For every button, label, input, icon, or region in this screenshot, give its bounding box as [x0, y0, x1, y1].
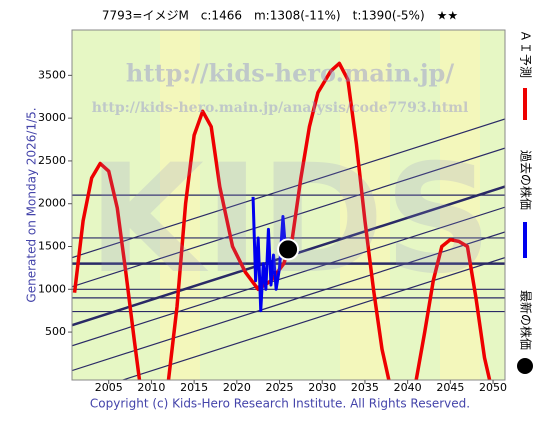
y-tick-label: 2500 — [38, 154, 66, 167]
trend-line — [72, 147, 505, 288]
x-tick-label: 2020 — [223, 381, 251, 394]
legend-label: ＡＩ予測 — [519, 30, 533, 78]
legend-swatch — [517, 358, 533, 374]
y-tick-label: 1500 — [38, 240, 66, 253]
x-tick-label: 2040 — [394, 381, 422, 394]
x-tick-label: 2005 — [95, 381, 123, 394]
y-tick-label: 500 — [45, 325, 66, 338]
legend-label: 最新の株価 — [519, 290, 534, 350]
generated-note: Generated on Monday 2026/1/5. — [25, 107, 39, 302]
y-tick-label: 2000 — [38, 197, 66, 210]
x-tick-label: 2030 — [308, 381, 336, 394]
copyright: Copyright (c) Kids-Hero Research Institu… — [90, 397, 470, 411]
x-tick-label: 2015 — [180, 381, 208, 394]
latest-price-dot — [277, 238, 300, 261]
trend-line — [72, 206, 505, 347]
x-tick-label: 2035 — [351, 381, 379, 394]
x-tick-label: 2050 — [479, 381, 507, 394]
y-tick-label: 3500 — [38, 68, 66, 81]
watermark: http://kids-hero.main.jp/ — [126, 59, 454, 88]
x-tick-label: 2045 — [436, 381, 464, 394]
plot — [72, 61, 505, 380]
chart-title: 7793=イメジM c:1466 m:1308(-11%) t:1390(-5%… — [102, 9, 458, 23]
plot-frame — [71, 29, 506, 381]
plot-background — [72, 30, 505, 380]
watermark: http://kids-hero.main.jp/analysis/code77… — [92, 100, 469, 116]
x-tick-label: 2010 — [137, 381, 165, 394]
watermark: KIDS — [88, 133, 493, 307]
x-tick-label: 2025 — [266, 381, 294, 394]
plot-band — [160, 30, 200, 380]
legend-label: 過去の株価 — [519, 150, 534, 210]
y-tick-label: 1000 — [38, 282, 66, 295]
y-tick-label: 3000 — [38, 111, 66, 124]
series-line — [251, 196, 288, 313]
trend-line — [72, 118, 505, 259]
trend-line — [72, 231, 505, 372]
